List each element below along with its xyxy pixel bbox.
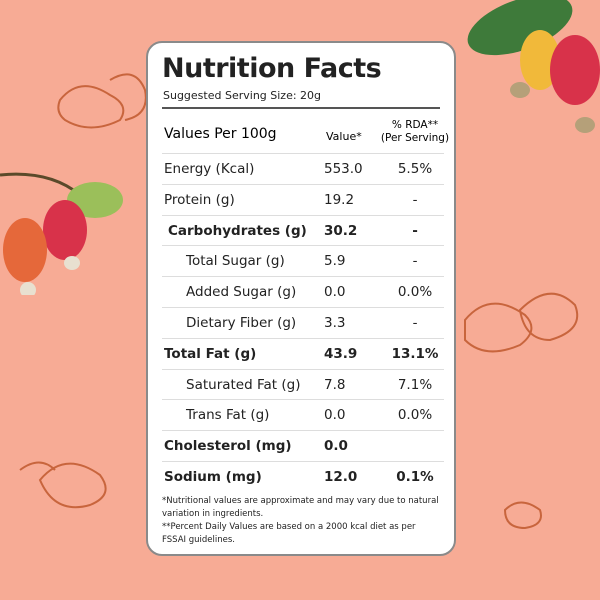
nutrient-label: Sodium (mg) [164, 469, 262, 485]
header-rda: % RDA** (Per Serving) [380, 119, 450, 144]
nutrient-value: 553.0 [324, 161, 363, 177]
nutrient-label: Added Sugar (g) [186, 284, 297, 301]
table-row: Added Sugar (g) 0.0 0.0% [162, 276, 444, 308]
header-value: Value* [326, 130, 362, 143]
nutrient-value: 12.0 [324, 469, 358, 485]
nutrient-label: Saturated Fat (g) [186, 376, 301, 393]
cashew-fruit-branch-left [0, 172, 123, 295]
nutrient-value: 43.9 [324, 345, 358, 362]
table-row: Saturated Fat (g) 7.8 7.1% [162, 368, 444, 401]
nutrient-label: Total Sugar (g) [186, 253, 285, 270]
table-row: Protein (g) 19.2 - [162, 183, 444, 216]
nutrient-rda: - [412, 222, 418, 239]
nutrient-rda: 0.0% [397, 284, 433, 301]
nutrient-label: Trans Fat (g) [186, 407, 270, 424]
nutrient-rda: 0.0% [397, 407, 433, 424]
nutrient-label: Dietary Fiber (g) [186, 315, 297, 331]
nutrient-value: 0.0 [324, 407, 346, 424]
table-row: Carbohydrates (g) 30.2 - [162, 214, 444, 247]
nutrient-label: Cholesterol (mg) [164, 438, 292, 455]
table-row: Cholesterol (mg) 0.0 [162, 430, 444, 462]
table-row: Total Fat (g) 43.9 13.1% [162, 337, 444, 370]
nutrient-value: 7.8 [324, 376, 346, 393]
serving-size: Suggested Serving Size: 20g [163, 89, 322, 102]
header-label: Values Per 100g [164, 126, 277, 142]
nutrient-value: 3.3 [324, 315, 346, 331]
nutrition-facts-card: Nutrition Facts Suggested Serving Size: … [146, 41, 456, 556]
nutrient-rda: - [412, 253, 418, 270]
nutrient-value: 0.0 [324, 438, 348, 455]
footnote-1: *Nutritional values are approximate and … [162, 496, 439, 519]
table-row: Dietary Fiber (g) 3.3 - [162, 307, 444, 339]
nutrient-label: Energy (Kcal) [164, 161, 255, 177]
nutrient-value: 5.9 [324, 253, 346, 270]
cashew-fruit-branch-right [467, 0, 600, 133]
table-row: Energy (Kcal) 553.0 5.5% [162, 153, 444, 185]
nutrient-label: Carbohydrates (g) [168, 222, 307, 239]
table-row: Trans Fat (g) 0.0 0.0% [162, 399, 444, 431]
nutrient-value: 19.2 [324, 191, 355, 208]
nutrient-rda: 7.1% [397, 376, 433, 393]
divider [162, 107, 440, 109]
title: Nutrition Facts [162, 53, 382, 84]
table-row: Sodium (mg) 12.0 0.1% [162, 461, 444, 493]
nutrient-rda: 5.5% [397, 161, 433, 177]
nutrient-rda: 0.1% [396, 469, 434, 485]
nutrient-rda: - [412, 191, 418, 208]
table-row: Total Sugar (g) 5.9 - [162, 245, 444, 277]
nutrient-rda: 13.1% [391, 345, 439, 362]
nutrient-value: 30.2 [324, 222, 358, 239]
nutrient-label: Total Fat (g) [164, 345, 257, 362]
nutrient-label: Protein (g) [164, 191, 235, 208]
nutrient-rda: - [412, 315, 418, 331]
table-header: Values Per 100g Value* % RDA** (Per Servi… [148, 115, 454, 153]
footnotes: *Nutritional values are approximate and … [162, 495, 442, 547]
nutrient-value: 0.0 [324, 284, 346, 301]
footnote-2: **Percent Daily Values are based on a 20… [162, 522, 416, 545]
